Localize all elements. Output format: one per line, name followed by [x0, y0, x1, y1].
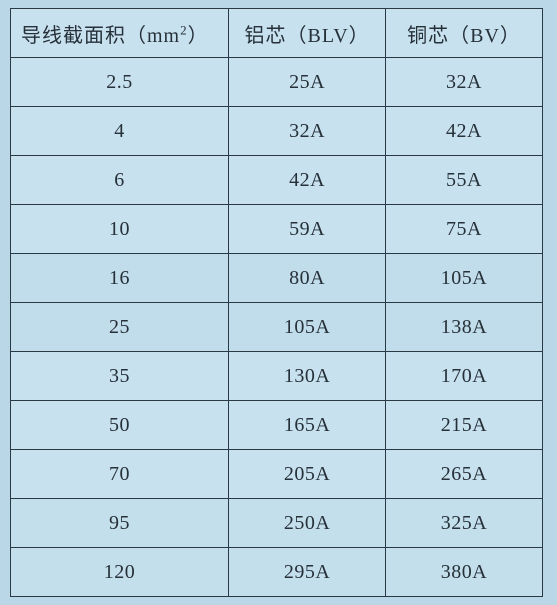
cell-bv: 215A — [386, 401, 543, 450]
cell-area: 2.5 — [11, 58, 229, 107]
cell-bv: 380A — [386, 548, 543, 597]
col-header-area: 导线截面积（mm2） — [11, 9, 229, 58]
cell-blv: 205A — [229, 450, 386, 499]
cell-area: 6 — [11, 156, 229, 205]
table-row: 4 32A 42A — [11, 107, 543, 156]
cell-area: 16 — [11, 254, 229, 303]
cell-blv: 295A — [229, 548, 386, 597]
cell-bv: 75A — [386, 205, 543, 254]
cell-area: 35 — [11, 352, 229, 401]
cell-area: 70 — [11, 450, 229, 499]
cell-bv: 42A — [386, 107, 543, 156]
cell-area: 95 — [11, 499, 229, 548]
table-row: 6 42A 55A — [11, 156, 543, 205]
table-row: 70 205A 265A — [11, 450, 543, 499]
cell-blv: 59A — [229, 205, 386, 254]
cell-blv: 250A — [229, 499, 386, 548]
col-header-bv: 铜芯（BV） — [386, 9, 543, 58]
cell-area: 50 — [11, 401, 229, 450]
cell-bv: 170A — [386, 352, 543, 401]
cell-bv: 325A — [386, 499, 543, 548]
cell-bv: 105A — [386, 254, 543, 303]
cell-blv: 25A — [229, 58, 386, 107]
table-row: 25 105A 138A — [11, 303, 543, 352]
table-row: 35 130A 170A — [11, 352, 543, 401]
col-header-blv: 铝芯（BLV） — [229, 9, 386, 58]
cell-area: 120 — [11, 548, 229, 597]
col-header-area-prefix: 导线截面积（mm — [21, 25, 180, 47]
cell-area: 25 — [11, 303, 229, 352]
cell-blv: 130A — [229, 352, 386, 401]
cell-bv: 32A — [386, 58, 543, 107]
header-row: 导线截面积（mm2） 铝芯（BLV） 铜芯（BV） — [11, 9, 543, 58]
cell-blv: 42A — [229, 156, 386, 205]
cell-blv: 105A — [229, 303, 386, 352]
cell-bv: 265A — [386, 450, 543, 499]
cell-blv: 80A — [229, 254, 386, 303]
cell-blv: 32A — [229, 107, 386, 156]
table-row: 10 59A 75A — [11, 205, 543, 254]
table-row: 50 165A 215A — [11, 401, 543, 450]
cell-area: 10 — [11, 205, 229, 254]
table-row: 2.5 25A 32A — [11, 58, 543, 107]
cell-bv: 138A — [386, 303, 543, 352]
table-row: 95 250A 325A — [11, 499, 543, 548]
cell-bv: 55A — [386, 156, 543, 205]
col-header-area-suffix: ） — [188, 25, 209, 47]
table-row: 16 80A 105A — [11, 254, 543, 303]
cell-blv: 165A — [229, 401, 386, 450]
table-row: 120 295A 380A — [11, 548, 543, 597]
cell-area: 4 — [11, 107, 229, 156]
wire-current-table: 导线截面积（mm2） 铝芯（BLV） 铜芯（BV） 2.5 25A 32A 4 … — [10, 8, 543, 597]
col-header-area-sup: 2 — [180, 22, 188, 37]
table-container: 导线截面积（mm2） 铝芯（BLV） 铜芯（BV） 2.5 25A 32A 4 … — [0, 0, 557, 605]
